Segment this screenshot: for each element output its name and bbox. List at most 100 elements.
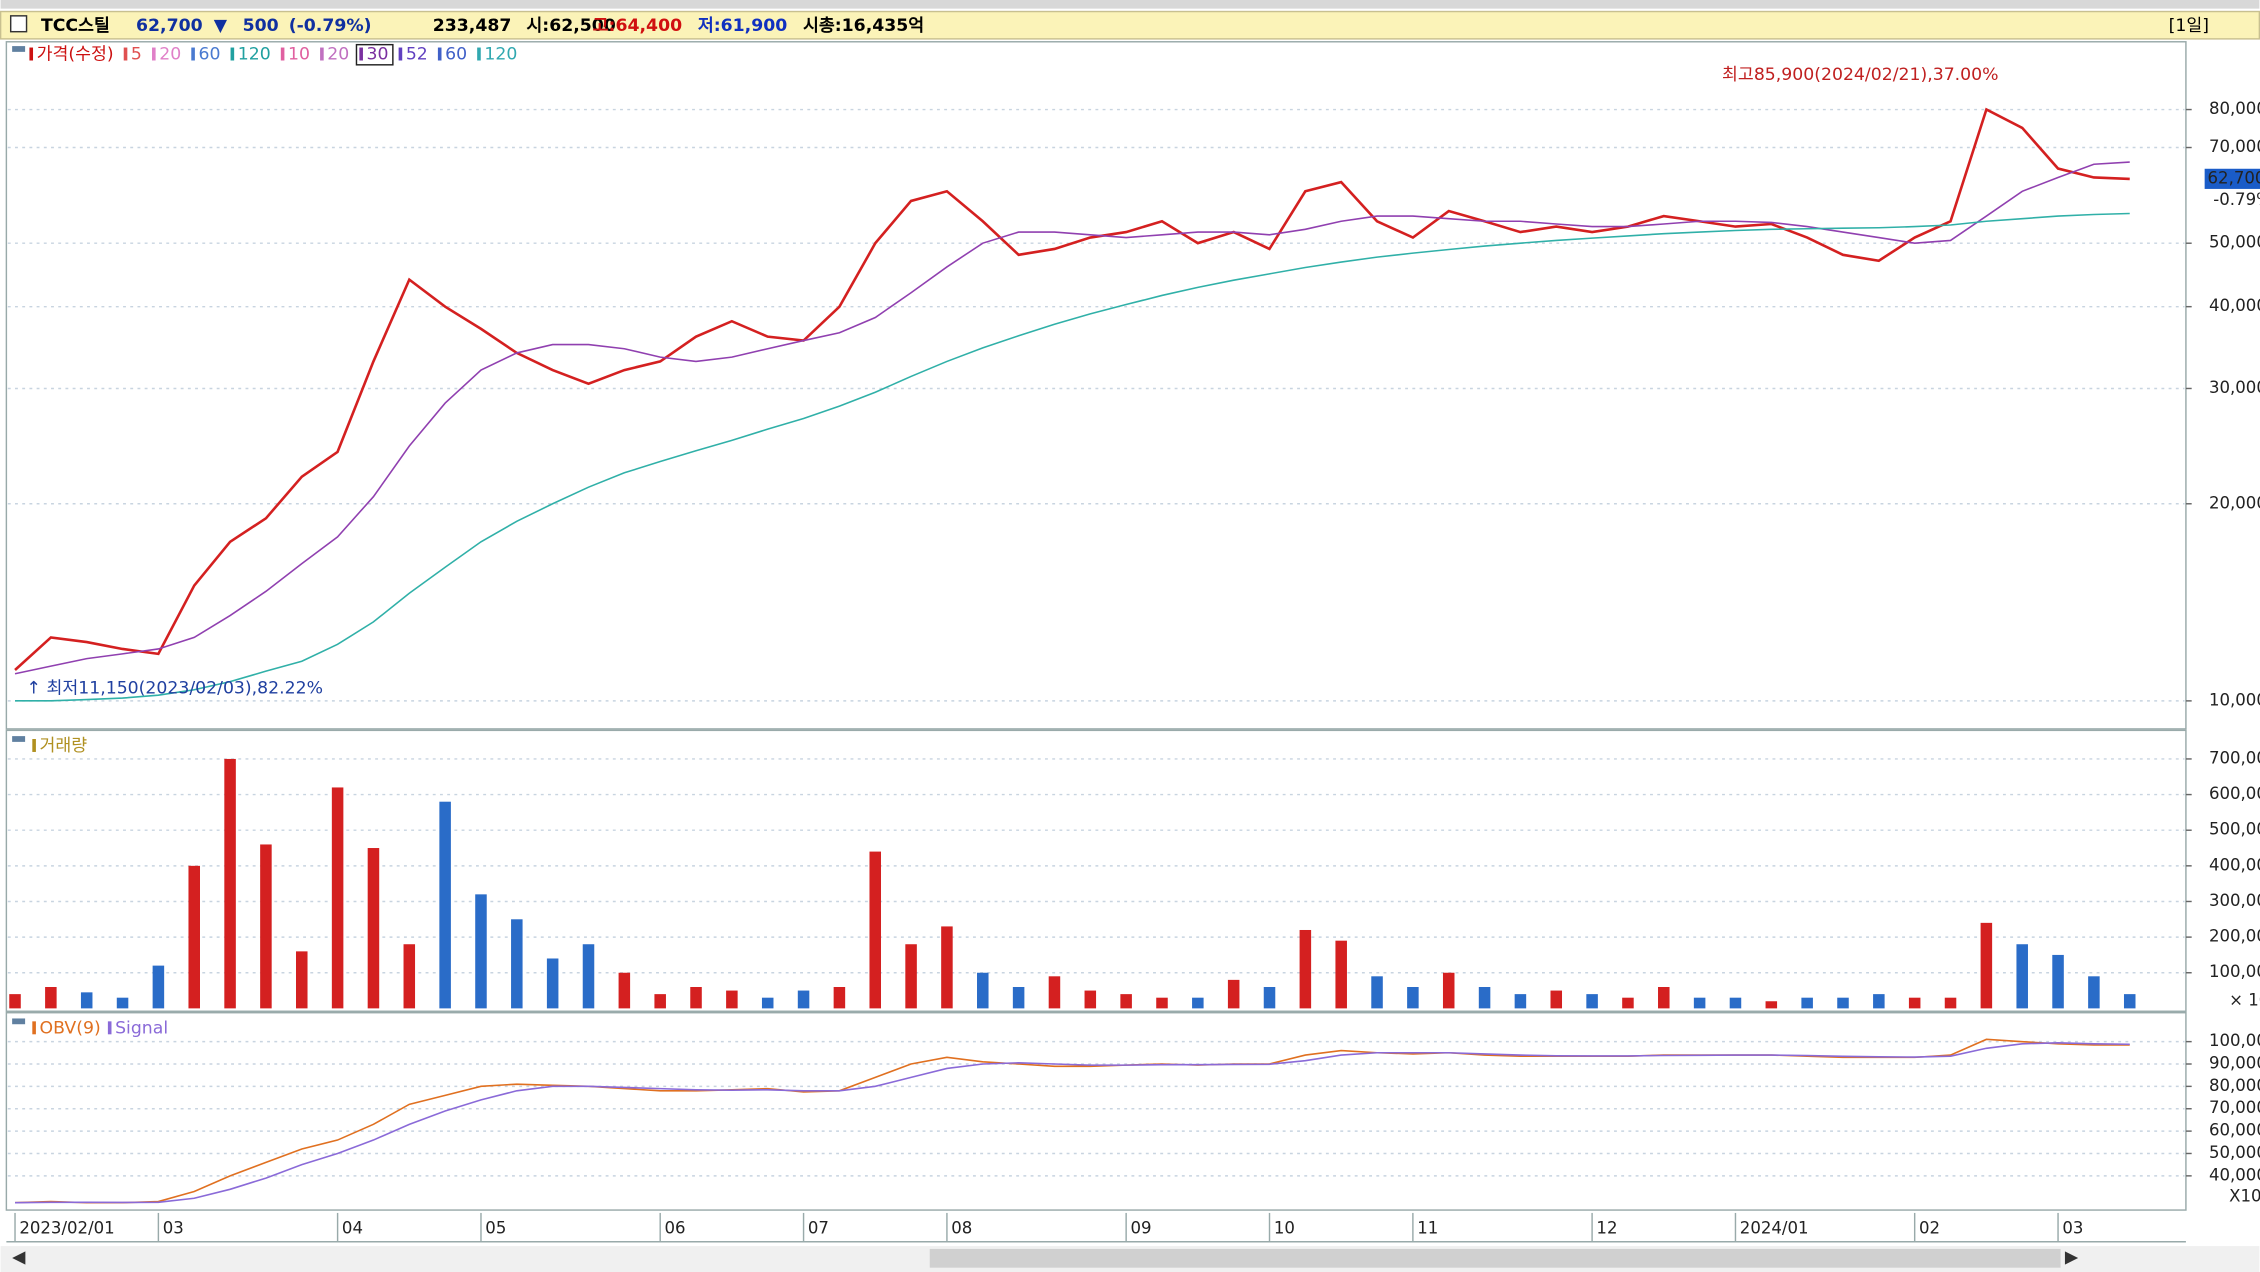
volume-bar [331,787,344,1009]
volume-bar [761,997,774,1009]
panel-icon [12,46,26,52]
quote-bar [0,10,2260,40]
price-panel [5,41,2187,730]
axis-unit: X1000 [2229,1187,2260,1206]
volume-bar [869,851,882,1009]
legend-swatch [107,1021,112,1035]
volume-bar [1873,994,1885,1009]
y-tick-label: 700,000 [2209,748,2260,767]
legend-swatch [152,47,156,61]
legend-swatch [437,47,442,61]
change-tag: -0.79% [2213,190,2260,209]
x-tick-label: 06 [665,1218,686,1237]
x-tick-label: 03 [2062,1218,2083,1237]
volume-bar [80,992,93,1009]
legend-swatch [191,47,195,61]
price-tag [2204,168,2260,189]
y-tick-label: 200,000 [2209,927,2260,946]
volume-bar [511,919,523,1009]
open: 시:62,500 [526,16,615,36]
market-cap: 시총:16,435억 [803,16,924,36]
max-annotation: 최고85,900(2024/02/21),37.00% [1722,65,1998,85]
volume-bar [1729,997,1742,1009]
volume-bar [546,958,559,1009]
scroll-left[interactable]: ◀ [12,1248,26,1268]
volume-bar [1658,986,1670,1009]
volume-bar [1156,997,1168,1009]
volume-bar [1120,994,1132,1009]
y-tick-label: 100,000 [2209,1031,2260,1050]
scroll-right[interactable]: ▶ [2065,1248,2079,1268]
legend-label: 가격(수정) [37,45,114,65]
volume-panel [5,729,2187,1012]
legend-swatch [280,47,285,61]
volume-bar [2016,944,2028,1009]
series-line [14,107,2130,671]
obv-panel [5,1011,2187,1211]
volume-bar [1514,994,1527,1009]
volume-bar [797,990,810,1009]
price: 62,700 [136,16,203,36]
x-tick-label: 02 [1919,1218,1940,1237]
volume-bar [439,801,451,1009]
volume-bar [2123,994,2136,1009]
checkbox[interactable] [9,15,28,33]
scroll-thumb[interactable] [929,1248,2061,1268]
volume-bar [977,972,989,1009]
x-tick-label: 09 [1130,1218,1151,1237]
legend-swatch [123,47,128,61]
volume-bar [726,990,738,1009]
x-tick-label: 03 [163,1218,184,1237]
legend-label: 30 [367,45,389,65]
volume-bar [1048,976,1061,1009]
volume-bar [1550,990,1563,1009]
legend-label: OBV(9) [40,1019,101,1039]
legend-label: Signal [115,1019,168,1039]
x-tick-label: 10 [1274,1218,1295,1237]
legend-swatch [230,47,235,61]
y-tick-label: 80,000 [2209,1076,2260,1095]
y-tick-label: 30,000 [2209,378,2260,397]
volume-bar [116,997,129,1009]
volume-bar [188,865,200,1009]
volume-bar [941,926,953,1009]
y-tick-label: 10,000 [2209,690,2260,709]
y-tick-label: 50,000 [2209,1143,2260,1162]
legend-swatch [398,47,403,61]
legend-swatch [477,47,481,61]
period[interactable]: [1일] [2169,16,2209,36]
min-annotation: ↑ 최저11,150(2023/02/03),82.22% [27,679,323,699]
volume-bar [2088,976,2100,1009]
y-tick-label: 300,000 [2209,891,2260,910]
x-tick-label: 08 [951,1218,972,1237]
volume-bar [1980,922,1993,1009]
y-tick-label: 40,000 [2209,1165,2260,1184]
volume-bar [1837,997,1849,1009]
volume-bar [403,944,416,1009]
legend-label: 60 [198,45,220,65]
volume-bar [1371,976,1383,1009]
y-tick-label: 60,000 [2209,1121,2260,1140]
legend-box [355,43,394,66]
volume-bar [367,848,380,1009]
volume-bar [1012,986,1025,1009]
volume-bar [905,944,917,1009]
arrow: ▼ [214,16,228,36]
volume-bar [1944,997,1957,1009]
panel-title: 거래량 [40,736,88,756]
volume-bar [1227,979,1240,1009]
x-tick-label: 12 [1596,1218,1617,1237]
x-tick-label: 07 [808,1218,829,1237]
legend-label: 120 [484,45,517,65]
y-tick-label: 50,000 [2209,233,2260,252]
volume-bar [833,986,846,1009]
volume-bar [1622,997,1634,1009]
volume: 233,487 [433,16,512,36]
y-tick-label: 70,000 [2209,137,2260,156]
volume-bar [582,944,595,1009]
x-tick-label: 05 [485,1218,506,1237]
y-tick-label: 40,000 [2209,296,2260,315]
volume-bar [475,894,487,1009]
series-line [14,161,2130,675]
volume-bar [1299,929,1312,1009]
